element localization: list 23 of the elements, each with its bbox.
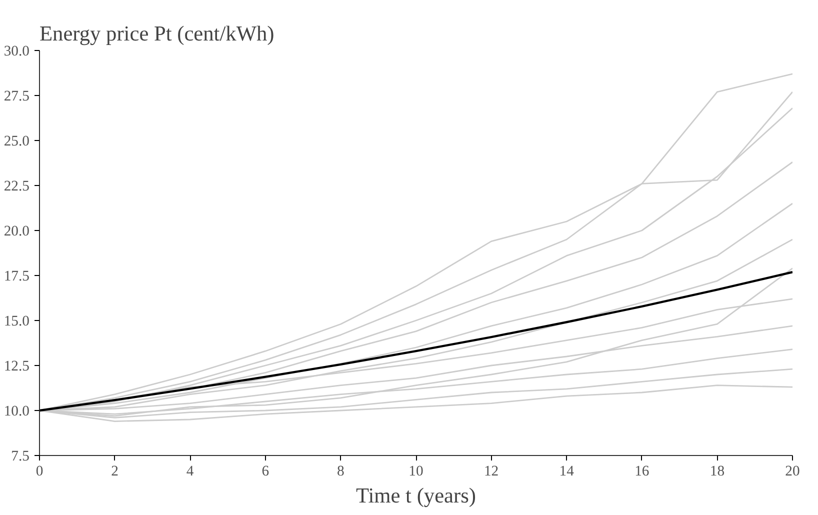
x-tick-label: 2 (111, 464, 118, 480)
x-tick-label: 4 (186, 464, 194, 480)
y-tick-label: 15.0 (4, 314, 30, 330)
y-tick-label: 22.5 (4, 178, 30, 194)
x-tick-label: 20 (785, 464, 800, 480)
y-tick-label: 17.5 (4, 268, 30, 284)
y-tick-label: 7.5 (11, 448, 30, 464)
x-tick-label: 14 (559, 464, 575, 480)
x-tick-label: 8 (337, 464, 344, 480)
chart-title: Energy price Pt (cent/kWh) (40, 22, 274, 46)
x-tick-label: 12 (484, 464, 499, 480)
y-tick-label: 12.5 (4, 358, 30, 374)
x-tick-label: 18 (710, 464, 725, 480)
x-tick-label: 16 (634, 464, 650, 480)
y-tick-label: 30.0 (4, 44, 30, 60)
x-tick-label: 6 (262, 464, 270, 480)
y-tick-label: 10.0 (4, 404, 30, 420)
x-tick-label: 10 (408, 464, 424, 480)
y-tick-label: 20.0 (4, 224, 30, 240)
x-tick-label: 0 (36, 464, 44, 480)
y-tick-label: 25.0 (4, 134, 30, 150)
y-tick-label: 27.5 (4, 88, 30, 104)
x-axis-title: Time t (years) (356, 484, 476, 508)
